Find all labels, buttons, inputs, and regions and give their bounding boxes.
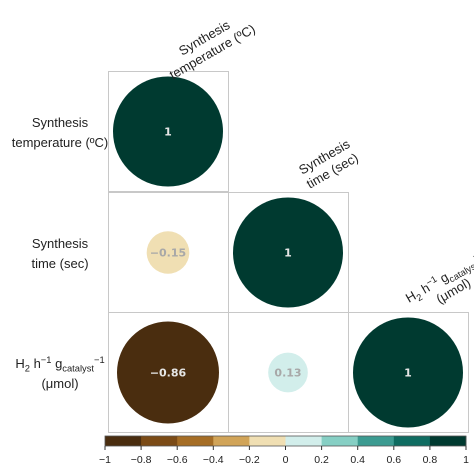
correlation-value-label: −0.15 — [150, 247, 186, 260]
colorbar-bin — [357, 436, 395, 446]
heatmap-cells: 1 −0.15 1 −0.86 0.13 1 — [113, 76, 463, 428]
correlation-circle — [117, 321, 219, 424]
row-label-2-text: H — [15, 356, 24, 371]
correlation-circle — [233, 197, 343, 308]
colorbar-bin — [249, 436, 286, 446]
column-label-2-text-text: 2 — [415, 292, 425, 303]
grid-cell-2-2 — [348, 312, 469, 433]
colorbar-bin — [285, 436, 322, 446]
colorbar-tick-label: −0.4 — [203, 454, 224, 466]
colorbar-bin — [429, 436, 467, 446]
row-label-0: Synthesis temperature (ºC) — [12, 115, 109, 150]
grid-cell-0-0 — [108, 71, 229, 192]
colorbar-tick-label: 0.8 — [423, 454, 438, 466]
row-label-1-text: time (sec) — [31, 256, 88, 271]
row-label-2-text: (μmol) — [41, 376, 78, 391]
row-label-2-text: −1 — [94, 355, 105, 365]
correlation-value-label: −0.86 — [150, 367, 187, 380]
column-label-1-text: Synthesistime (sec) — [296, 136, 361, 191]
colorbar-tick-label: −0.6 — [167, 454, 188, 466]
colorbar: −1 −0.8 −0.6 −0.4 −0.2 0 0.2 0.4 0.6 0.8 1 — [99, 435, 469, 466]
correlation-value-label: 0.13 — [274, 367, 301, 380]
colorbar-tick-label: 1 — [463, 454, 469, 466]
column-label-1: Synthesistime (sec) — [296, 136, 361, 191]
column-label-2-text-text: −1 — [424, 274, 438, 288]
column-label-2-text: H2 h−1 gcatalyst−1(μmol) — [402, 247, 474, 319]
colorbar-bin — [177, 436, 214, 446]
row-label-0-text: temperature (ºC) — [12, 135, 109, 150]
column-label-2-text-text: −1 — [470, 247, 474, 261]
correlation-value-label: 1 — [164, 126, 172, 139]
row-label-2: H2 h−1 gcatalyst−1 (μmol) — [15, 355, 104, 391]
colorbar-tick-label: 0.6 — [386, 454, 401, 466]
colorbar-tick-label: −0.8 — [131, 454, 152, 466]
colorbar-bin — [213, 436, 250, 446]
correlation-circle — [353, 317, 463, 428]
correlation-circle — [113, 76, 223, 187]
colorbar-bin — [321, 436, 359, 446]
column-label-2: H2 h−1 gcatalyst−1(μmol) — [402, 247, 474, 319]
row-label-0-text: Synthesis — [32, 115, 89, 130]
correlation-value-label: 1 — [404, 367, 412, 380]
colorbar-tick-label: −0.2 — [239, 454, 260, 466]
colorbar-bin — [105, 436, 142, 446]
correlation-value-label: 1 — [284, 247, 292, 260]
correlation-circle — [268, 352, 308, 393]
grid-lines — [108, 71, 469, 433]
colorbar-tick-label: 0.4 — [350, 454, 365, 466]
correlation-circle — [146, 231, 190, 274]
row-label-2-text: g — [51, 356, 62, 371]
colorbar-tick-label: 0.2 — [314, 454, 329, 466]
row-label-1: Synthesis time (sec) — [31, 236, 88, 271]
colorbar-tick-label: 0 — [283, 454, 289, 466]
colorbar-bin — [393, 436, 431, 446]
colorbar-tick-label: −1 — [99, 454, 111, 466]
row-label-2-text: h — [30, 356, 41, 371]
row-label-2-text: −1 — [41, 355, 52, 365]
row-label-1-text: Synthesis — [32, 236, 89, 251]
row-label-2-text: 2 — [25, 364, 30, 374]
row-label-2-text: catalyst — [62, 364, 94, 374]
colorbar-bin — [141, 436, 178, 446]
